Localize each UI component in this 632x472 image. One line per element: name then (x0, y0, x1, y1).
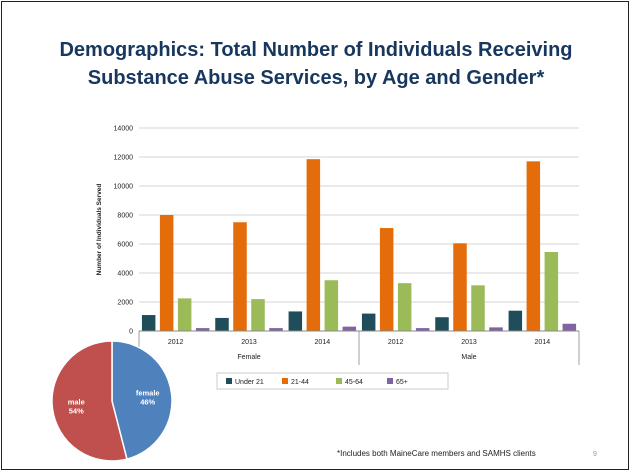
footnote: *Includes both MaineCare members and SAM… (337, 449, 536, 458)
legend-swatch (282, 378, 288, 384)
bar (269, 328, 283, 331)
y-tick-label: 0 (129, 329, 133, 336)
legend-label: Under 21 (235, 379, 264, 386)
bar (397, 283, 412, 331)
page-number: 9 (593, 451, 597, 458)
x-tick-label: 2014 (315, 339, 331, 346)
pie-slice-label: male (68, 398, 85, 407)
bar (288, 311, 303, 331)
legend-label: 65+ (396, 379, 408, 386)
bar (141, 315, 156, 331)
bar (361, 313, 376, 331)
y-tick-label: 6000 (117, 242, 133, 249)
y-axis-label: Number of Individuals Served (96, 184, 103, 276)
y-tick-label: 14000 (114, 126, 134, 133)
x-group-label: Male (461, 354, 476, 361)
bar (379, 228, 394, 331)
bar (453, 243, 467, 331)
legend-box (216, 372, 449, 390)
y-tick-label: 12000 (114, 155, 134, 162)
x-tick-label: 2014 (535, 339, 551, 346)
bar (415, 328, 430, 331)
title-line-1: Demographics: Total Number of Individual… (59, 39, 573, 61)
slide-title: Demographics: Total Number of Individual… (22, 36, 610, 92)
x-tick-label: 2013 (461, 339, 477, 346)
x-tick-label: 2012 (168, 339, 184, 346)
bar (215, 317, 229, 331)
x-group-label: Female (237, 354, 260, 361)
bar (251, 299, 265, 331)
x-tick-label: 2013 (241, 339, 257, 346)
bar (544, 251, 559, 331)
pie-slice (51, 340, 128, 462)
bar (233, 222, 247, 331)
bar (342, 326, 357, 331)
bar (324, 280, 339, 331)
pie-slice (111, 340, 173, 461)
y-tick-label: 10000 (114, 184, 134, 191)
bar (562, 323, 577, 331)
pie-slice-percent: 46% (140, 397, 155, 406)
pie-slice-percent: 54% (69, 407, 84, 416)
legend-swatch (387, 378, 393, 384)
bar (177, 298, 192, 331)
bar (306, 159, 321, 331)
bar (508, 310, 523, 331)
title-line-2: Substance Abuse Services, by Age and Gen… (87, 67, 545, 89)
x-tick-label: 2012 (388, 339, 404, 346)
y-tick-label: 8000 (117, 213, 133, 220)
legend-swatch (336, 378, 342, 384)
y-tick-label: 4000 (117, 271, 133, 278)
bar (195, 328, 210, 331)
pie-slice-label: female (136, 388, 160, 397)
bar (526, 161, 541, 331)
bar (159, 215, 174, 331)
legend-swatch (226, 378, 232, 384)
legend-label: 45-64 (345, 379, 363, 386)
bar (489, 327, 503, 331)
bar (435, 317, 449, 331)
legend-label: 21-44 (291, 379, 309, 386)
bar (471, 285, 485, 331)
y-tick-label: 2000 (117, 300, 133, 307)
